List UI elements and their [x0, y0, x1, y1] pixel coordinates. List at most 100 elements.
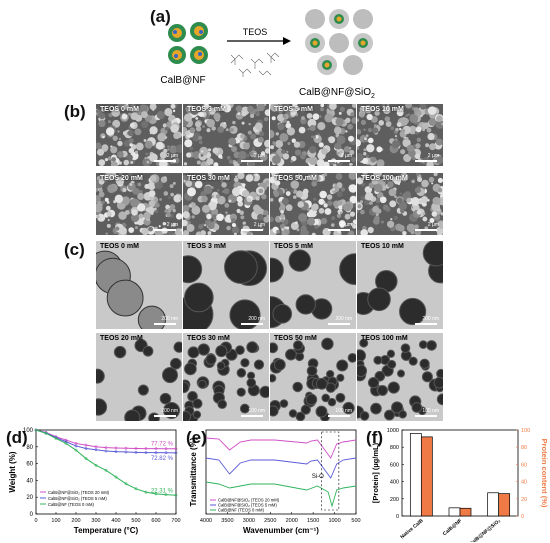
- data-point: [94, 448, 98, 452]
- x-tick-label: 1500: [307, 518, 319, 524]
- bar-protein-content: [420, 436, 433, 517]
- scale-bar-label: 200 nm: [422, 316, 439, 322]
- tga-chart: 0 100 200 300 400 500 600 700 0 20 40 60 80 100 Temper…: [8, 428, 181, 535]
- tem-tile-label: TEOS 100 mM: [361, 335, 408, 342]
- sem-micrograph: [183, 104, 269, 166]
- tem-micrograph: [183, 241, 269, 329]
- series-line: [35, 429, 177, 450]
- sem-tile: TEOS 100 mM 2 µm: [357, 173, 443, 235]
- y2-axis-label: Protein content (%): [540, 439, 548, 508]
- silica-coated-cluster: [305, 9, 373, 75]
- y2-tick-label: 20: [521, 497, 527, 503]
- protein-chart: 0 200 400 600 800 1000 0 20 40 60 80 100 [Protein] (…: [371, 428, 548, 542]
- tem-tile: TEOS 30 mM 100 nm: [183, 333, 269, 421]
- tem-micrograph: [183, 333, 269, 421]
- data-point: [154, 447, 158, 451]
- category-label: CalB@NF@SiO₂: [468, 518, 501, 542]
- x-tick-label: 2000: [286, 518, 298, 524]
- legend-entry: CalB@NF@SiO₂ (TEOS 20 mM): [48, 490, 110, 495]
- scale-bar-label: 2 µm: [166, 153, 178, 159]
- scale-bar: [415, 160, 437, 162]
- data-point: [114, 475, 118, 479]
- tem-tile-label: TEOS 3 mM: [187, 243, 226, 250]
- data-point: [94, 445, 98, 449]
- legend-entry: CalB@NF (TEOS 0 mM): [48, 502, 95, 507]
- tem-tile-label: TEOS 50 mM: [274, 335, 317, 342]
- data-point: [64, 441, 68, 445]
- data-point: [104, 468, 108, 472]
- right-caption-sub: 2: [371, 93, 375, 100]
- legend-entry: CalB@NF@SiO₂ (TEOS 5 mM): [218, 503, 277, 508]
- tem-tile-label: TEOS 5 mM: [274, 243, 313, 250]
- scale-bar: [241, 323, 263, 325]
- tem-micrograph: [357, 333, 443, 421]
- data-point: [84, 457, 88, 461]
- end-value-label: 72.82 %: [151, 456, 174, 462]
- sem-tile-label: TEOS 10 mM: [361, 106, 404, 113]
- panel-label-e: (e): [186, 428, 207, 447]
- scale-bar: [328, 160, 350, 162]
- bar-protein-concentration: [448, 507, 461, 517]
- data-point: [174, 451, 178, 455]
- sem-tile: TEOS 3 mM 2 µm: [183, 104, 269, 166]
- scale-bar-label: 200 nm: [161, 408, 178, 414]
- nanoflower-cluster: [168, 22, 208, 64]
- y-tick-label: 40: [26, 478, 33, 484]
- x-tick-label: 500: [351, 518, 360, 524]
- scale-bar: [154, 160, 176, 162]
- left-caption: CalB@NF: [160, 75, 205, 86]
- sem-tile-label: TEOS 100 mM: [361, 175, 408, 182]
- schematic-figure: CalB@NF TEOS CalB@NF@SiO2: [160, 9, 375, 100]
- tem-tile: TEOS 0 mM 200 nm: [96, 241, 182, 329]
- panel-label-b: (b): [64, 102, 86, 121]
- x-tick-label: 300: [91, 518, 100, 524]
- y-tick-label: 100: [23, 428, 34, 434]
- sem-tile: TEOS 10 mM 2 µm: [357, 104, 443, 166]
- sem-micrograph: [96, 104, 182, 166]
- data-point: [94, 463, 98, 467]
- data-point: [74, 448, 78, 452]
- x-tick-label: 200: [71, 518, 80, 524]
- tem-micrograph: [96, 333, 182, 421]
- data-point: [34, 428, 38, 432]
- sem-tile: TEOS 5 mM 2 µm: [270, 104, 356, 166]
- scale-bar-label: 100 nm: [335, 408, 352, 414]
- x-tick-label: 500: [131, 518, 140, 524]
- tem-tile-label: TEOS 20 mM: [100, 335, 143, 342]
- sem-tile: TEOS 0 mM 2 µm: [96, 104, 182, 166]
- y-axis-label: Weight (%): [8, 451, 17, 493]
- plot-frame: [205, 429, 357, 515]
- y-tick-label: 80: [26, 445, 33, 451]
- y-tick-label: 400: [390, 480, 399, 486]
- tem-tile: TEOS 50 mM 100 nm: [270, 333, 356, 421]
- sem-tile-label: TEOS 3 mM: [187, 106, 226, 113]
- legend-entry: CalB@NF@SiO₂ (TEOS 5 mM): [48, 496, 107, 501]
- bar-protein-content: [498, 493, 511, 517]
- scale-bar-label: 2 µm: [253, 222, 265, 228]
- sem-tile: TEOS 30 mM 2 µm: [183, 173, 269, 235]
- sem-tile: TEOS 50 mM 2 µm: [270, 173, 356, 235]
- data-point: [164, 493, 168, 497]
- data-point: [84, 443, 88, 447]
- tem-micrograph: [96, 241, 182, 329]
- y2-tick-label: 60: [521, 462, 527, 468]
- scale-bar-label: 2 µm: [166, 222, 178, 228]
- data-point: [134, 450, 138, 454]
- y2-tick-label: 80: [521, 445, 527, 451]
- scale-bar: [328, 229, 350, 231]
- y-axis-label: [Protein] (µg/mL): [371, 442, 380, 503]
- scale-bar: [328, 323, 350, 325]
- y-tick-label: 800: [390, 445, 399, 451]
- data-point: [74, 444, 78, 448]
- legend-entry: CalB@NF (TEOS 0 mM): [218, 508, 265, 513]
- sem-micrograph: [270, 104, 356, 166]
- data-point: [114, 450, 118, 454]
- x-tick-label: 2500: [264, 518, 276, 524]
- scale-bar-label: 200 nm: [335, 316, 352, 322]
- x-tick-label: 3500: [221, 518, 233, 524]
- ftir-chart: 4000 3500 3000 2500 2000 1500 1000 500 Wavenumbe…: [189, 429, 361, 535]
- scale-bar-label: 2 µm: [253, 153, 265, 159]
- end-value-label: 22.31 %: [151, 488, 174, 494]
- scale-bar-label: 2 µm: [340, 222, 352, 228]
- data-point: [44, 431, 48, 435]
